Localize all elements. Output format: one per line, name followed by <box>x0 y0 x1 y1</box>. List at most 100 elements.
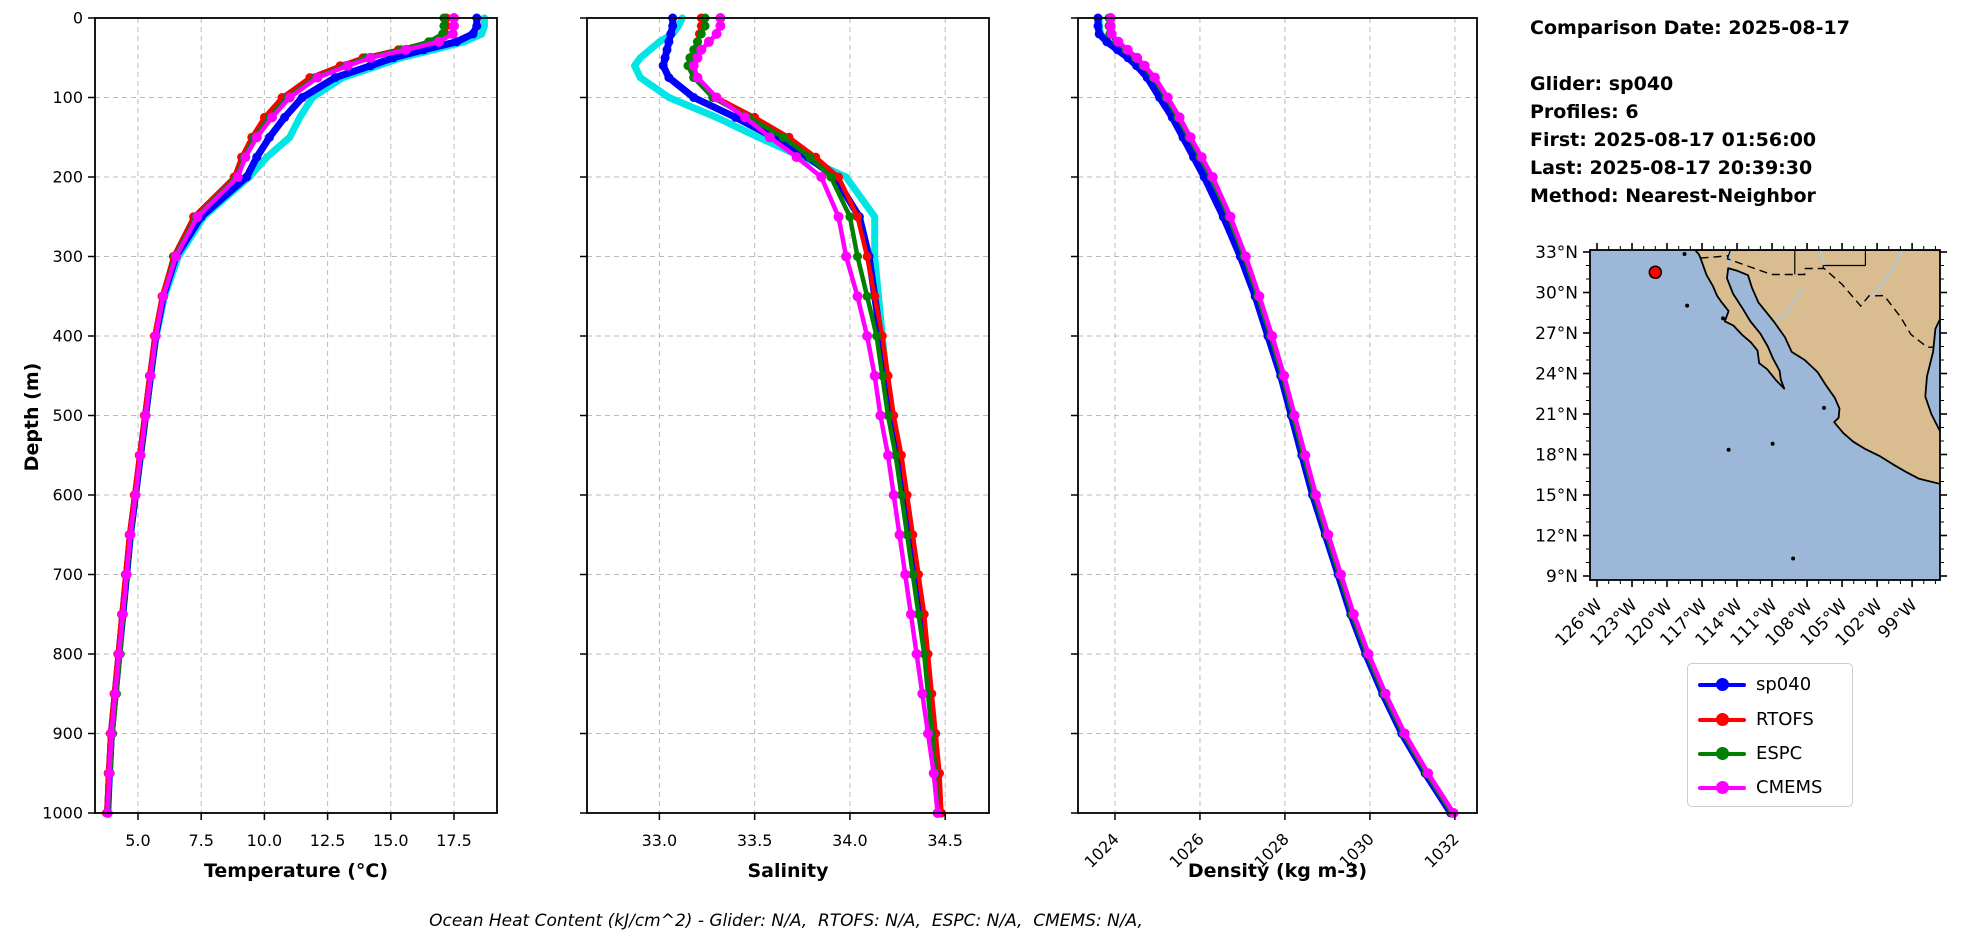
map-lat-tick-label: 33°N <box>1535 243 1578 263</box>
CMEMS-series-marker <box>711 28 722 39</box>
depth-tick-label: 400 <box>52 327 83 346</box>
CMEMS-series-marker <box>1380 688 1391 699</box>
ESPC-series-marker <box>891 450 901 460</box>
glider-scatter-unlabeled-series-marker <box>713 113 721 121</box>
map-island <box>1682 252 1687 256</box>
CMEMS-series-marker <box>764 132 775 143</box>
CMEMS-series-marker <box>1399 728 1410 739</box>
CMEMS-series-marker <box>894 529 905 540</box>
glider-scatter-unlabeled-series-marker <box>480 22 488 30</box>
glider-scatter-unlabeled-series-marker <box>263 153 271 161</box>
map-lat-tick-label: 27°N <box>1535 324 1578 344</box>
sp040-series-marker <box>280 112 290 122</box>
sp040-series-marker <box>1093 21 1103 31</box>
CMEMS-series-marker <box>145 370 156 381</box>
x-tick-label: 12.5 <box>310 831 346 850</box>
CMEMS-series-marker <box>1300 450 1311 461</box>
CMEMS-series-marker <box>833 211 844 222</box>
CMEMS-series-marker <box>923 728 933 739</box>
CMEMS-series-marker <box>1196 152 1207 163</box>
sp040-series-marker <box>689 93 699 102</box>
CMEMS-series-marker <box>841 251 852 262</box>
glider-scatter-unlabeled-series-marker <box>842 173 850 181</box>
RTOFS-series-marker <box>870 291 880 301</box>
density-axis-label: Density (kg m-3) <box>1187 860 1368 882</box>
CMEMS-series-marker <box>104 768 115 779</box>
CMEMS-series-marker <box>715 20 726 31</box>
glider-scatter-unlabeled-series-marker <box>636 74 644 82</box>
map-land-coastline <box>1694 250 1940 485</box>
ESPC-series-marker <box>685 53 695 63</box>
sp040-series-marker <box>265 132 274 142</box>
legend-label: RTOFS <box>1756 709 1814 730</box>
legend-label: ESPC <box>1756 743 1803 764</box>
depth-tick-label: 100 <box>52 88 83 107</box>
CMEMS-series-marker <box>1336 569 1346 580</box>
CMEMS-series-marker <box>905 609 916 620</box>
map-island <box>1770 441 1775 446</box>
x-tick-label: 10.0 <box>247 831 283 850</box>
CMEMS-series-marker <box>1289 410 1300 421</box>
CMEMS-series-marker <box>900 569 911 580</box>
CMEMS-series-marker <box>130 490 141 500</box>
CMEMS-series-marker <box>1240 251 1251 262</box>
CMEMS-series-marker <box>342 60 353 71</box>
x-tick-label: 17.5 <box>436 831 472 850</box>
CMEMS-series-marker <box>365 52 376 63</box>
CMEMS-series-marker <box>449 20 459 31</box>
CMEMS-series-marker <box>692 52 703 63</box>
ESPC-series-marker <box>845 212 855 222</box>
CMEMS-series-marker <box>1323 529 1334 540</box>
CMEMS-series-marker <box>110 688 121 699</box>
CMEMS-series-marker <box>711 92 722 103</box>
map-island <box>1726 447 1731 452</box>
sp040-series-marker <box>1155 93 1165 102</box>
ESPC-series-marker <box>919 649 929 659</box>
ohc-footnote-text: Ocean Heat Content (kJ/cm^2) - Glider: N… <box>429 911 1143 931</box>
x-tick-label: 34.0 <box>832 831 868 850</box>
map-lat-tick-label: 9°N <box>1546 567 1578 587</box>
CMEMS-series-marker <box>883 450 893 461</box>
CMEMS-series-marker <box>703 36 714 47</box>
x-tick-label: 7.5 <box>188 831 213 850</box>
depth-tick-label: 300 <box>52 247 83 266</box>
profiles-count-text: Profiles: 6 <box>1530 101 1639 123</box>
x-tick-label: 15.0 <box>373 831 409 850</box>
sp040-series-marker <box>662 45 672 55</box>
CMEMS-series-marker <box>251 132 262 143</box>
legend-marker-dot <box>1716 713 1729 726</box>
CMEMS-series-marker <box>1363 649 1374 659</box>
CMEMS-series-marker <box>1423 768 1434 779</box>
sp040-series-marker <box>366 61 376 71</box>
glider-position-marker <box>1648 265 1663 280</box>
CMEMS-series-marker <box>875 410 886 421</box>
CMEMS-series-marker <box>401 44 411 55</box>
ESPC-series-marker <box>914 609 923 619</box>
temperature-profile-panel: 0 100 200 300 400 500 600 700 800 900 1000 5.0 7.5 10… <box>42 9 498 850</box>
CMEMS-series-marker <box>816 172 827 182</box>
depth-tick-label: 200 <box>52 168 83 187</box>
ESPC-series-marker <box>826 172 836 182</box>
map-river <box>1726 250 1733 267</box>
legend-line-sample <box>1698 713 1746 726</box>
CMEMS-series-marker <box>117 609 128 620</box>
CMEMS-series-marker <box>135 450 146 461</box>
last-profile-time-text: Last: 2025-08-17 20:39:30 <box>1530 157 1813 179</box>
legend-marker-dot <box>1716 747 1729 760</box>
map-country-border-dashed <box>1700 255 1934 348</box>
map-lat-tick-label: 15°N <box>1535 486 1578 506</box>
method-text: Method: Nearest-Neighbor <box>1530 185 1816 207</box>
sp040-series-marker <box>666 29 676 39</box>
CMEMS-series-marker <box>158 291 169 302</box>
depth-tick-label: 800 <box>52 645 83 664</box>
sp040-series-marker <box>1094 29 1104 39</box>
CMEMS-series-marker <box>284 92 295 103</box>
ESPC-series-marker <box>439 21 449 31</box>
CMEMS-series-marker <box>1185 132 1196 143</box>
ESPC-series-marker <box>700 21 710 31</box>
sp040-series-marker <box>242 172 252 182</box>
legend: sp040 RTOFS ESPC CMEMS <box>1687 663 1853 807</box>
sp040-series-marker <box>1189 152 1199 162</box>
glider-scatter-unlabeled-series-marker <box>646 46 654 54</box>
depth-tick-label: 500 <box>52 406 83 425</box>
